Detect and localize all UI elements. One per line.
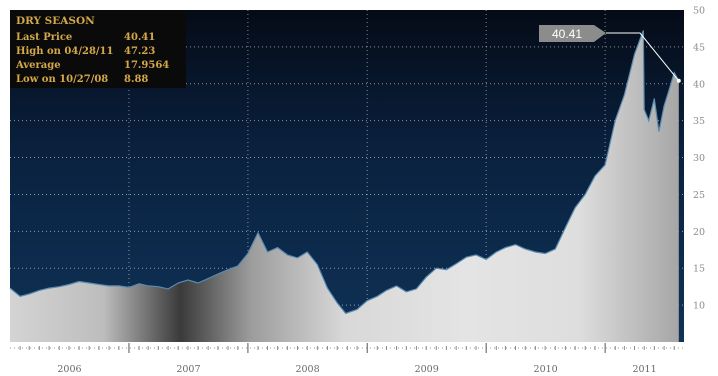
y-tick-label: 40	[693, 79, 705, 90]
y-tick-label: 20	[693, 227, 705, 238]
callout-value: 40.41	[552, 27, 582, 41]
stat-value: 8.88	[124, 74, 148, 85]
y-axis: 10 15 20 25 30 35 40 45 50	[693, 6, 705, 312]
series-area	[10, 30, 679, 343]
y-tick-label: 10	[693, 301, 705, 312]
last-price-callout: 40.41	[539, 25, 681, 83]
stat-value: 40.41	[124, 32, 155, 43]
x-tick-label: 2011	[632, 364, 656, 375]
stat-label: High on 04/28/11	[16, 46, 113, 57]
stat-label: Average	[15, 60, 61, 71]
stats-box: DRY SEASON Last Price 40.41 High on 04/2…	[10, 10, 186, 88]
y-tick-label: 35	[693, 116, 705, 127]
callout-leader-line	[606, 32, 680, 82]
y-tick-label: 30	[693, 153, 705, 164]
y-tick-label: 45	[693, 42, 705, 53]
x-tick-label: 2007	[176, 364, 200, 375]
x-axis: 2006 2007 2008 2009 2010 2011	[10, 343, 684, 375]
y-tick-label: 15	[693, 264, 705, 275]
y-tick-label: 25	[693, 190, 705, 201]
callout-tag	[539, 25, 606, 42]
x-tick-label: 2006	[57, 364, 81, 375]
stat-value: 17.9564	[124, 60, 169, 71]
x-tick-label: 2009	[415, 364, 439, 375]
x-tick-label: 2010	[534, 364, 558, 375]
stat-value: 47.23	[124, 46, 155, 57]
series-line	[9, 30, 680, 315]
stat-label: Last Price	[16, 32, 72, 43]
stat-label: Low on 10/27/08	[16, 74, 108, 85]
last-price-marker	[676, 78, 681, 83]
plot-area	[9, 10, 684, 343]
stats-box-background	[10, 10, 186, 88]
x-tick-label: 2008	[295, 364, 319, 375]
chart-title: DRY SEASON	[16, 15, 95, 27]
y-tick-label: 50	[693, 6, 705, 17]
